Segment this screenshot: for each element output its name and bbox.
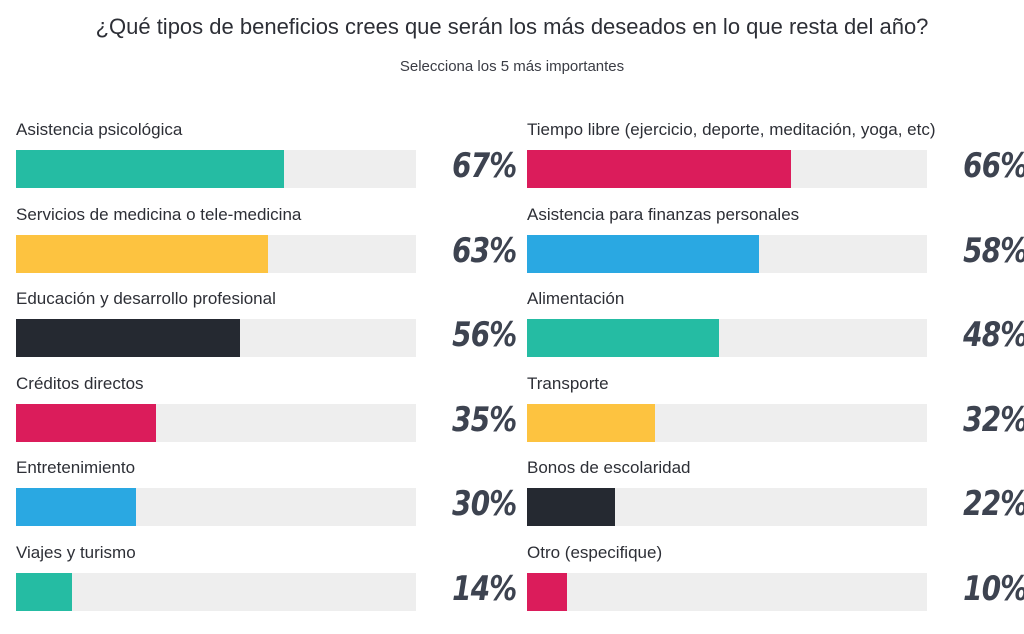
bar-track [16,319,416,357]
bar-item: Asistencia psicológica 67% [16,120,517,200]
bar-item: Bonos de escolaridad 22% [527,458,1024,538]
bar-track [16,572,416,611]
bar-label: Alimentación [527,289,625,308]
bar-value-label: 14% [451,568,517,609]
bar-value-label: 32% [962,399,1024,440]
bar-track [16,403,416,442]
bar-track [16,150,416,188]
bar-track [527,488,927,526]
bar-value-label: 58% [962,230,1024,271]
bar-item: Alimentación 48% [527,289,1024,369]
bar-track [527,403,927,442]
bar-label: Transporte [527,373,609,393]
bar-item: Tiempo libre (ejercicio, deporte, medita… [527,120,1024,200]
bar-label: Viajes y turismo [16,542,136,562]
bar-value-label: 48% [962,315,1024,355]
bar-value-label: 67% [451,146,517,186]
bar-value-label: 22% [962,484,1024,524]
bar-value-label: 66% [962,146,1024,186]
bar-label: Tiempo libre (ejercicio, deporte, medita… [527,120,936,139]
bar-item: Servicios de medicina o tele-medicina 63% [16,204,517,285]
bar-label: Asistencia psicológica [16,120,183,139]
bar [527,572,567,611]
bar-label: Entretenimiento [16,458,136,477]
bar-label: Servicios de medicina o tele-medicina [16,204,302,224]
bar-track [527,572,927,611]
bar-item: Viajes y turismo 14% [16,542,517,623]
bar-label: Bonos de escolaridad [527,458,691,477]
bar [527,403,655,442]
bar [16,234,268,273]
bar [16,488,136,526]
bar-value-label: 35% [451,399,517,440]
bar [16,319,240,357]
bar [16,572,72,611]
bar [16,150,284,188]
bar [527,150,791,188]
bar-value-label: 10% [962,568,1024,609]
bar-value-label: 56% [451,315,517,355]
bar-label: Educación y desarrollo profesional [16,289,276,308]
bar-track [527,234,927,273]
bar-item: Entretenimiento 30% [16,458,517,538]
bar [16,403,156,442]
chart-subtitle: Selecciona los 5 más importantes [399,58,625,75]
bar-track [527,150,927,188]
bar-value-label: 30% [451,484,517,524]
bar-item: Créditos directos 35% [16,373,517,454]
bar-item: Asistencia para finanzas personales 58% [527,205,1024,285]
bar [527,234,759,273]
bar-item: Transporte 32% [527,374,1024,454]
bar [527,319,719,357]
bar-item: Educación y desarrollo profesional 56% [16,289,517,369]
bar-track [16,488,416,526]
chart-title: ¿Qué tipos de beneficios crees que serán… [95,14,929,39]
bar-value-label: 63% [451,230,517,271]
bar-label: Créditos directos [16,373,144,393]
bar-label: Asistencia para finanzas personales [527,204,800,224]
bar-item: Otro (especifique) 10% [527,543,1024,623]
bar [527,488,615,526]
bar-track [16,234,416,273]
bar-track [527,319,927,357]
bar-label: Otro (especifique) [527,542,663,562]
